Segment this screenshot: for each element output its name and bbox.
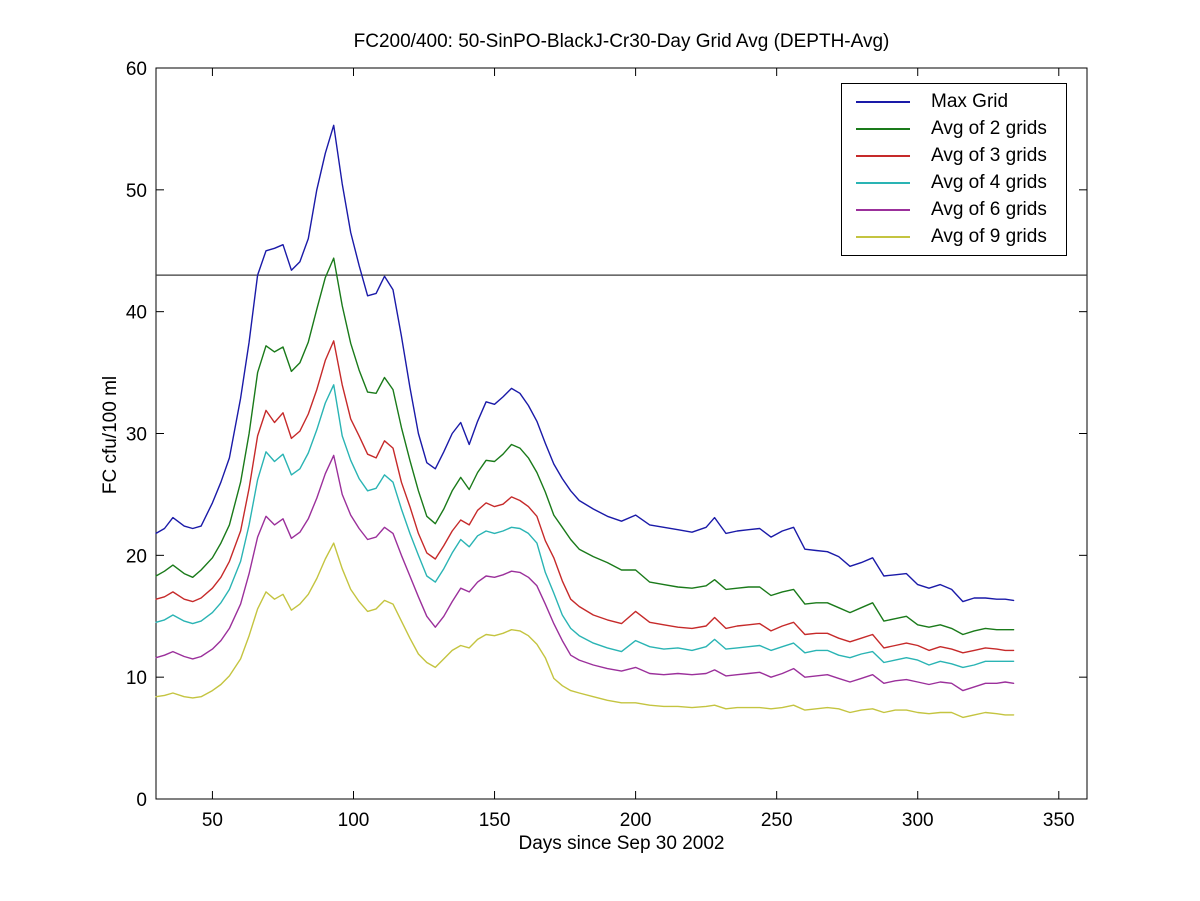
- series-line-avg-of-9-grids: [155, 542, 1015, 719]
- legend-item: Avg of 4 grids: [842, 171, 1066, 195]
- x-tick-label: 350: [1043, 810, 1075, 831]
- legend-item-label: Max Grid: [931, 90, 1009, 112]
- y-axis-label: FC cfu/100 ml: [100, 375, 121, 495]
- legend-line-swatch: [856, 154, 910, 157]
- y-tick-label: 30: [126, 425, 147, 446]
- x-tick-label: 200: [620, 810, 652, 831]
- legend-item-label: Avg of 9 grids: [931, 226, 1047, 248]
- legend-box: Max Grid Avg of 2 grids Avg of 3 grids A…: [841, 83, 1067, 256]
- legend-item: Avg of 2 grids: [842, 117, 1066, 141]
- legend-item: Avg of 3 grids: [842, 144, 1066, 168]
- legend-item-label: Avg of 6 grids: [931, 199, 1047, 221]
- legend-item: Max Grid: [842, 90, 1066, 114]
- legend-line-swatch: [856, 236, 910, 239]
- legend-item-label: Avg of 4 grids: [931, 172, 1047, 194]
- x-tick-label: 150: [479, 810, 511, 831]
- x-axis-label: Days since Sep 30 2002: [518, 833, 725, 854]
- y-tick-label: 40: [126, 303, 147, 324]
- y-tick-label: 20: [126, 546, 147, 567]
- legend-item-label: Avg of 3 grids: [931, 144, 1047, 166]
- chart-title: FC200/400: 50-SinPO-BlackJ-Cr30-Day Grid…: [353, 31, 890, 52]
- legend-item: Avg of 6 grids: [842, 198, 1066, 222]
- y-tick-label: 10: [126, 668, 147, 689]
- legend-line-swatch: [856, 127, 910, 130]
- x-tick-label: 100: [338, 810, 370, 831]
- x-tick-label: 50: [202, 810, 223, 831]
- y-tick-label: 60: [126, 59, 147, 80]
- series-line-avg-of-3-grids: [155, 340, 1015, 654]
- y-tick-label: 50: [126, 181, 147, 202]
- legend-line-swatch: [856, 100, 910, 103]
- series-line-avg-of-2-grids: [155, 257, 1015, 636]
- y-tick-label: 0: [136, 790, 147, 811]
- legend-item: Avg of 9 grids: [842, 225, 1066, 249]
- series-line-avg-of-4-grids: [155, 384, 1015, 669]
- legend-line-swatch: [856, 209, 910, 212]
- legend-item-label: Avg of 2 grids: [931, 117, 1047, 139]
- x-tick-label: 300: [902, 810, 934, 831]
- x-tick-label: 250: [761, 810, 793, 831]
- series-line-avg-of-6-grids: [155, 454, 1015, 692]
- legend-line-swatch: [856, 182, 910, 185]
- series-line-max-grid: [155, 124, 1015, 603]
